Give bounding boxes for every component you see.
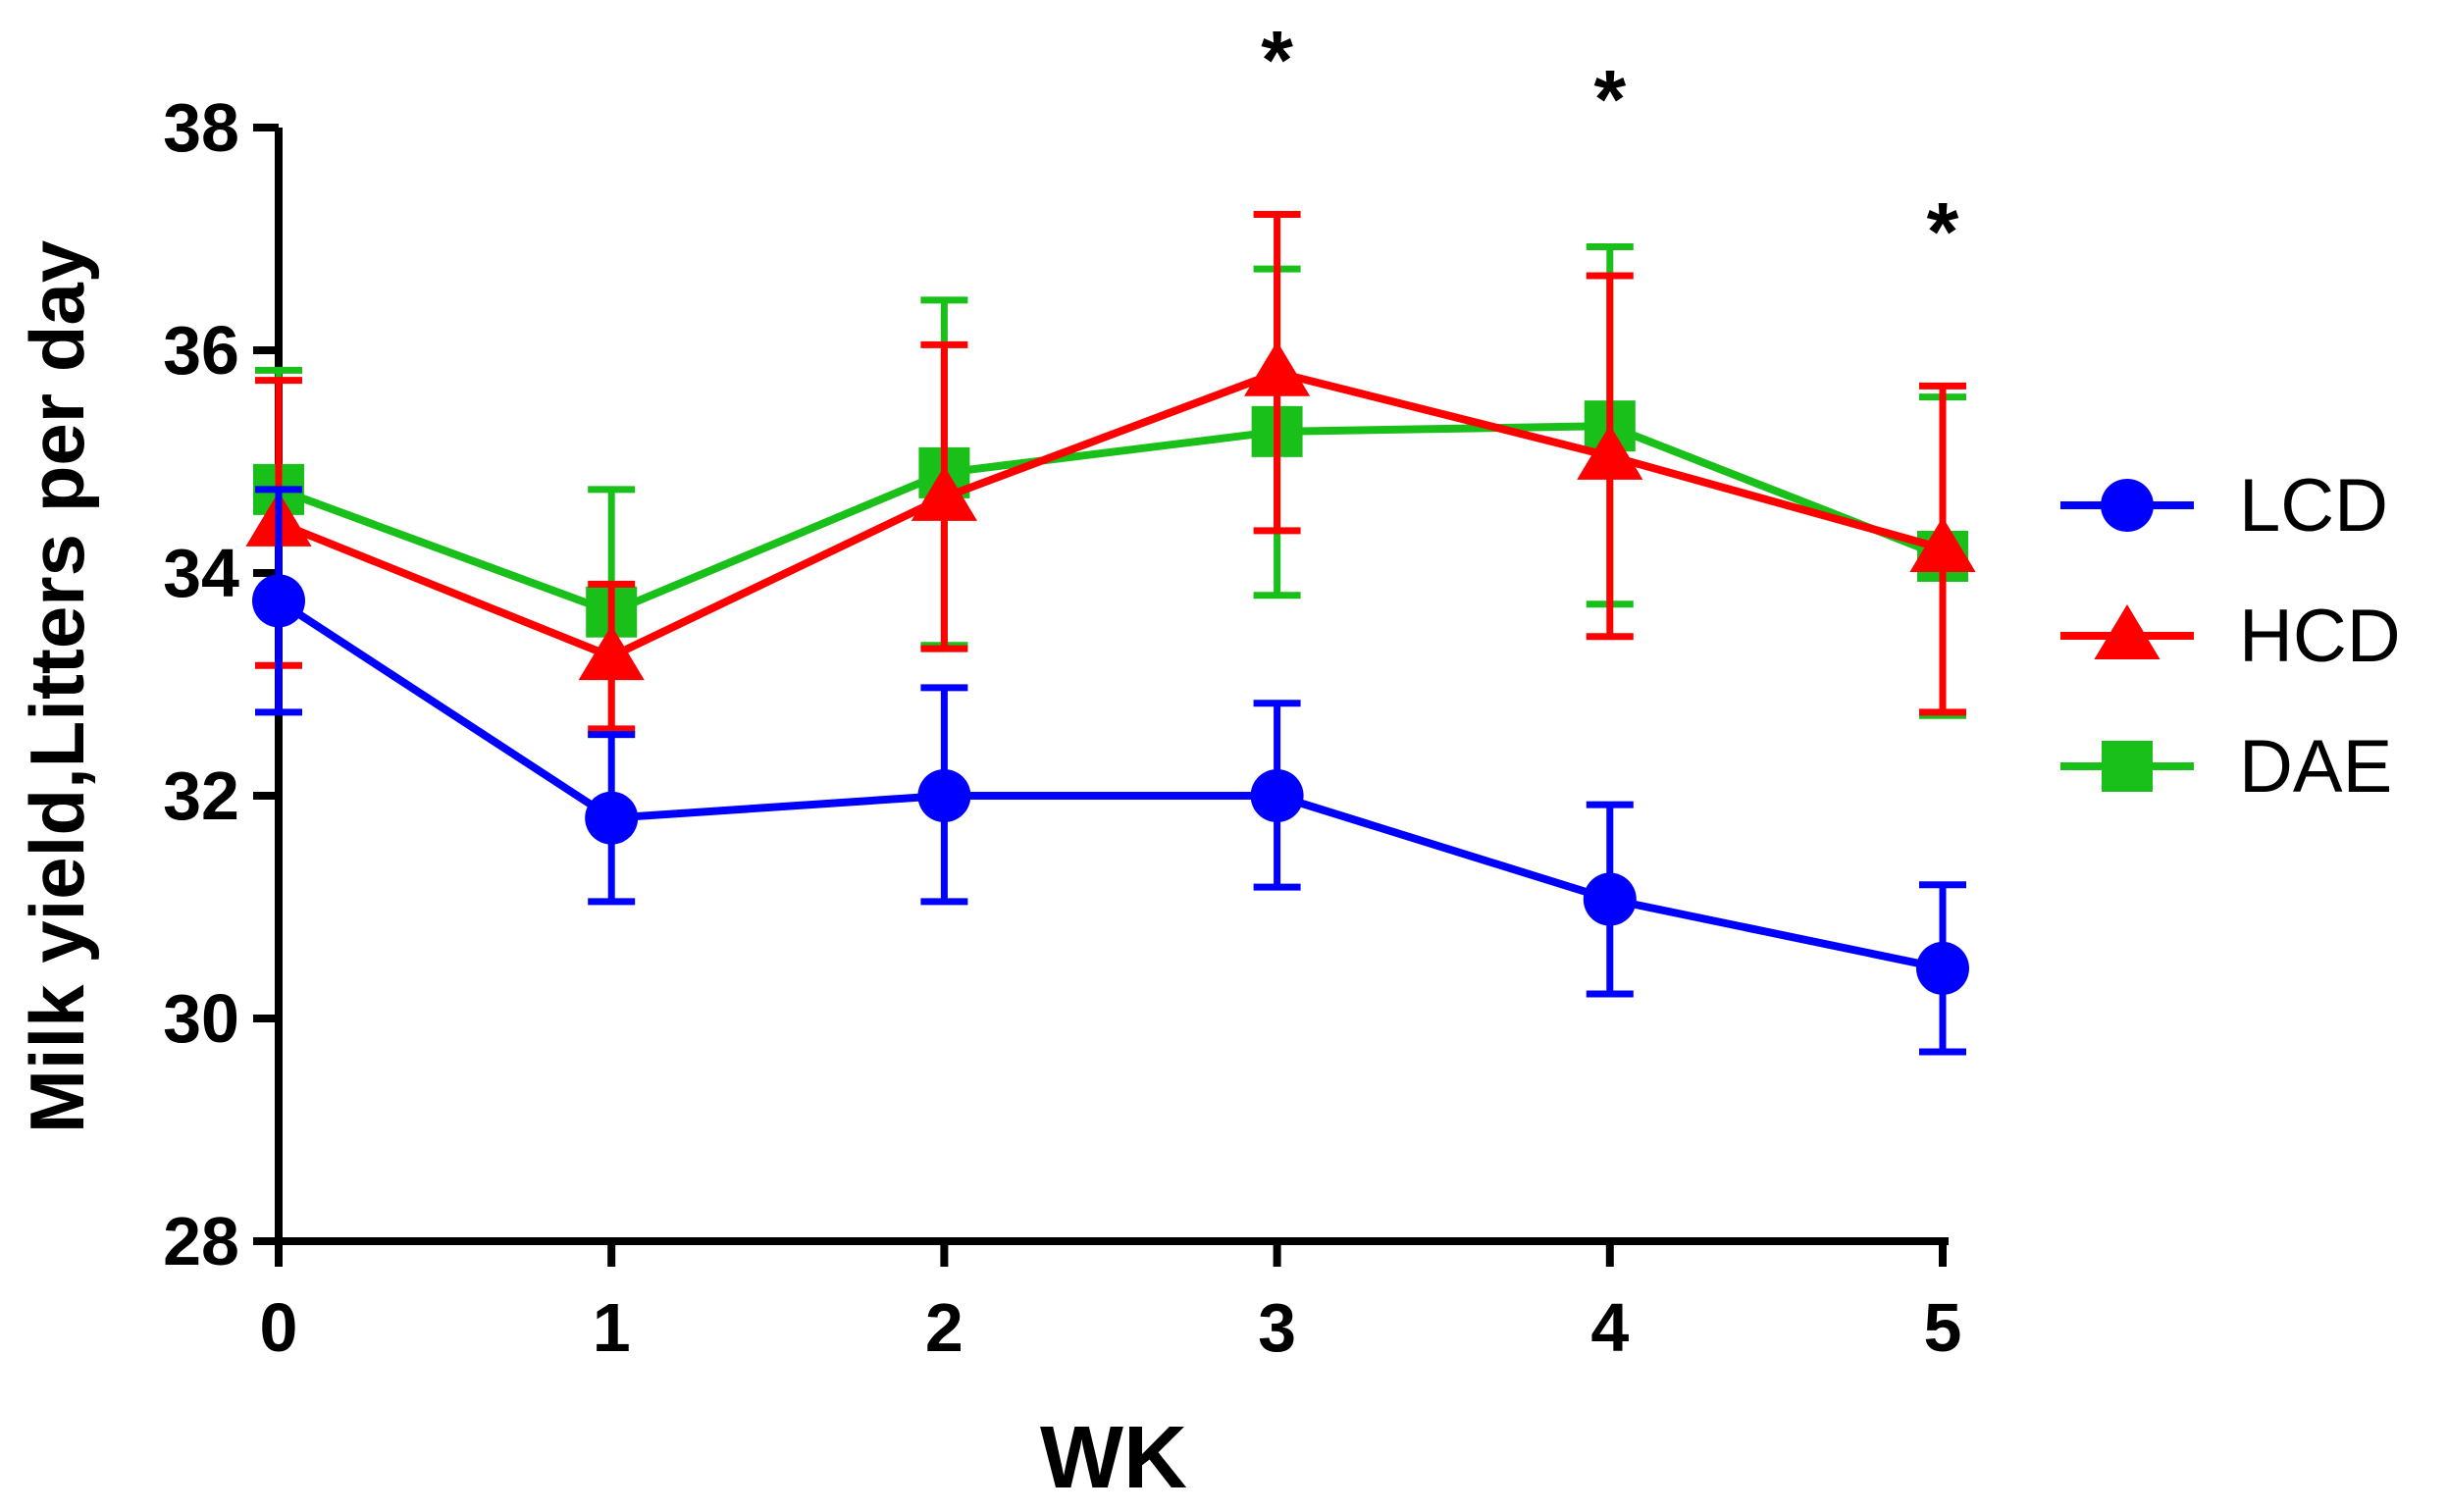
y-tick-label: 38 (163, 89, 239, 166)
legend-label: DAE (2239, 725, 2392, 808)
x-tick-label: 4 (1590, 1289, 1629, 1366)
lcd-point (1583, 872, 1637, 926)
x-tick-label: 0 (260, 1289, 298, 1366)
legend-swatch-marker (2102, 741, 2153, 792)
x-tick-label: 3 (1258, 1289, 1296, 1366)
hcd-point (911, 465, 977, 521)
x-axis-label: WK (1040, 1409, 1187, 1507)
significance-annotations: * * * (1261, 14, 1958, 278)
hcd-point (578, 625, 645, 681)
hcd-line (277, 368, 1945, 661)
lcd-point (585, 791, 639, 845)
legend-label: HCD (2239, 595, 2401, 678)
legend-swatch-marker (2101, 479, 2154, 532)
hcd-point (1577, 424, 1643, 480)
significance-marker: * (1261, 14, 1293, 106)
y-tick-label: 34 (163, 535, 239, 611)
y-tick-label: 30 (163, 980, 239, 1057)
significance-marker: * (1593, 53, 1626, 145)
legend-swatch-marker (2094, 604, 2161, 659)
axes (275, 128, 1949, 1245)
y-tick-label: 28 (163, 1203, 239, 1279)
series-dae (253, 242, 1968, 739)
x-tick-label: 5 (1924, 1289, 1962, 1366)
legend-label: LCD (2239, 464, 2388, 547)
y-ticks: 28 30 32 34 36 38 (163, 89, 279, 1279)
lcd-point (917, 769, 971, 822)
x-tick-label: 1 (593, 1289, 631, 1366)
legend-item-dae: DAE (2060, 725, 2392, 808)
series-layer (245, 211, 1976, 1056)
lcd-point (1250, 769, 1304, 822)
lcd-line (276, 598, 1944, 972)
x-tick-label: 2 (925, 1289, 963, 1366)
y-axis-label: Milk yield,Litters per day (14, 240, 100, 1133)
lcd-point (252, 574, 305, 628)
x-ticks: 0 1 2 3 4 5 (260, 1241, 1962, 1366)
hcd-point (1244, 340, 1311, 396)
lcd-point (1916, 941, 1969, 995)
significance-marker: * (1927, 185, 1959, 278)
dae-line (277, 422, 1945, 616)
legend-item-hcd: HCD (2060, 595, 2401, 678)
series-lcd (252, 486, 1969, 1056)
hcd-point (1909, 517, 1976, 573)
y-tick-label: 36 (163, 312, 239, 389)
y-tick-label: 32 (163, 757, 239, 834)
legend: LCD HCD DAE (2060, 464, 2401, 808)
legend-item-lcd: LCD (2060, 464, 2388, 547)
